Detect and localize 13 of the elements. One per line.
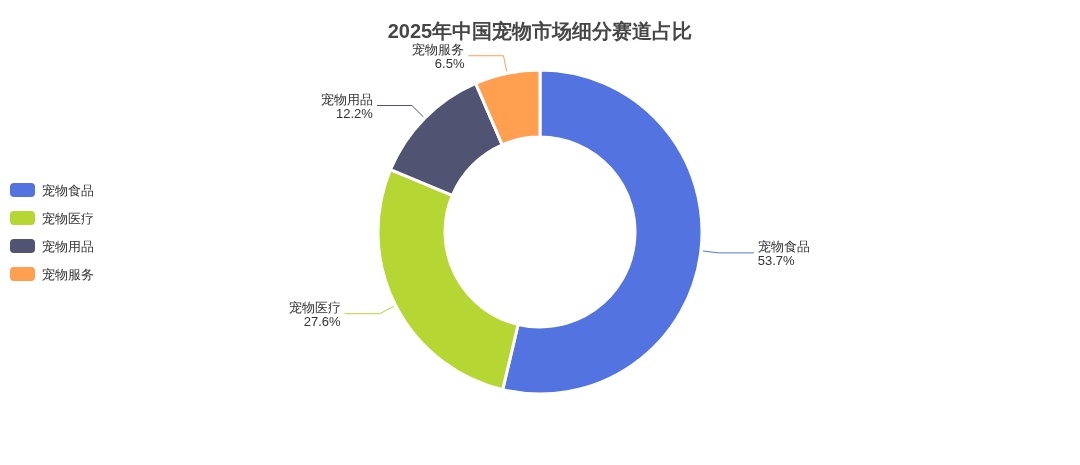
legend-label: 宠物用品 (42, 239, 94, 254)
slice-label: 宠物用品 (320, 91, 373, 107)
data-label: 12.2% (336, 105, 374, 121)
data-label: 27.6% (303, 313, 342, 329)
slice-label: 宠物食品 (757, 238, 810, 254)
data-label: 53.7% (757, 252, 796, 268)
legend-label: 宠物服务 (42, 267, 94, 282)
chart-title: 2025年中国宠物市场细分赛道占比 (387, 20, 693, 42)
data-label: 6.5% (434, 55, 465, 71)
slice-label: 宠物服务 (412, 41, 465, 57)
legend-label: 宠物医疗 (42, 211, 94, 226)
legend-label: 宠物食品 (42, 183, 94, 198)
slice-label: 宠物医疗 (288, 299, 341, 315)
